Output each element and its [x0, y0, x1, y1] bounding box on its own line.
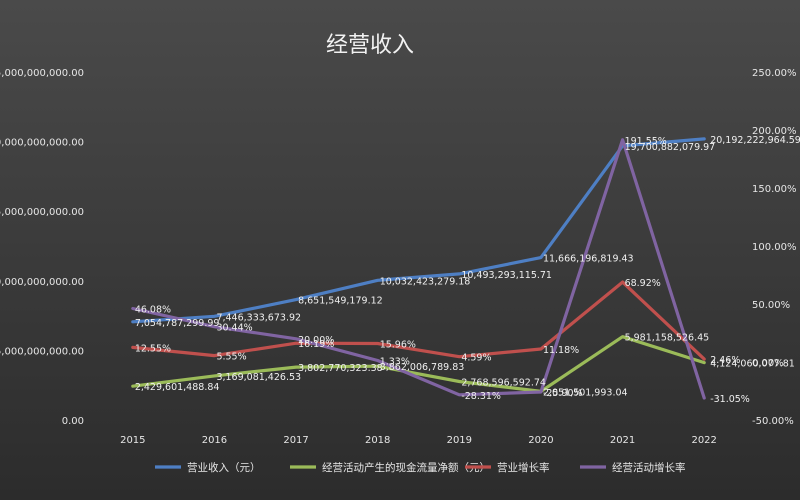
- data-label: -31.05%: [710, 394, 750, 405]
- data-label: 191.55%: [625, 136, 667, 147]
- y-right-tick-label: 250.00%: [752, 68, 797, 79]
- y-left-tick-label: 10,000,000,000.00: [0, 277, 84, 288]
- data-label: 15.96%: [380, 339, 416, 350]
- data-label: 5,981,158,526.45: [625, 333, 710, 344]
- x-tick-label: 2016: [202, 435, 227, 446]
- series-line-4: [131, 138, 706, 400]
- series-line-1: [131, 137, 706, 324]
- y-right-tick-label: 150.00%: [752, 184, 797, 195]
- legend-label: 经营活动增长率: [612, 461, 686, 474]
- data-label: 7,446,333,673.92: [216, 312, 301, 323]
- legend[interactable]: 营业收入（元） 经营活动产生的现金流量净额（元） 营业增长率 经营活动增长率: [155, 461, 686, 474]
- data-label: 46.08%: [135, 305, 171, 316]
- data-label: 2,429,601,488.84: [135, 382, 220, 393]
- series-line-3: [131, 280, 706, 361]
- x-tick-label: 2017: [283, 435, 308, 446]
- legend-item[interactable]: 营业增长率: [465, 461, 550, 474]
- data-label: 10,493,293,115.71: [461, 270, 552, 281]
- data-label: 11,666,196,819.43: [543, 254, 634, 265]
- data-label: 1.33%: [380, 356, 410, 367]
- data-label: 20.00%: [298, 335, 334, 346]
- y-left-tick-label: 25,000,000,000.00: [0, 68, 84, 79]
- axes-group: 0.00 5,000,000,000.00 10,000,000,000.00 15,…: [0, 68, 797, 446]
- data-label: 68.92%: [625, 278, 661, 289]
- legend-item[interactable]: 经营活动产生的现金流量净额（元）: [290, 461, 490, 474]
- data-label: 12.55%: [135, 343, 171, 354]
- x-tick-label: 2021: [610, 435, 635, 446]
- data-label: 4.59%: [461, 353, 491, 364]
- data-label: 11.18%: [543, 345, 579, 356]
- x-tick-label: 2020: [528, 435, 553, 446]
- legend-label: 经营活动产生的现金流量净额（元）: [322, 461, 490, 474]
- chart-title: 经营收入: [326, 33, 414, 58]
- data-label: 30.44%: [216, 323, 252, 334]
- data-label: 5.55%: [216, 352, 246, 363]
- data-label: 3,862,006,789.83: [380, 362, 465, 373]
- y-left-tick-label: 15,000,000,000.00: [0, 207, 84, 218]
- y-right-tick-label: -50.00%: [752, 416, 794, 427]
- data-label: 2,768,596,592.74: [461, 377, 546, 388]
- y-left-tick-label: 20,000,000,000.00: [0, 138, 84, 149]
- data-label: 16.19%: [298, 339, 334, 350]
- series-line-2: [131, 335, 706, 393]
- data-label: 10,032,423,279.18: [380, 276, 471, 287]
- data-label: 3,802,770,323.38: [298, 363, 383, 374]
- y-right-tick-label: 50.00%: [752, 300, 790, 311]
- data-label: 2.46%: [710, 355, 740, 366]
- x-tick-label: 2022: [691, 435, 716, 446]
- data-label: 4,124,060,077.81: [710, 359, 795, 370]
- x-tick-label: 2019: [447, 435, 472, 446]
- y-right-tick-label: 200.00%: [752, 126, 797, 137]
- series-lines: [131, 137, 706, 400]
- data-label: -25.90%: [543, 388, 583, 399]
- x-tick-label: 2018: [365, 435, 390, 446]
- data-label: 19,700,882,079.97: [625, 142, 716, 153]
- data-labels: 7,054,787,299.997,446,333,673.92 8,651,54…: [135, 135, 800, 405]
- y-left-tick-label: 5,000,000,000.00: [0, 346, 84, 357]
- data-label: 20,192,222,964.59: [710, 135, 800, 146]
- data-label: 8,651,549,179.12: [298, 296, 383, 307]
- y-left-tick-label: 0.00: [62, 416, 84, 427]
- legend-label: 营业收入（元）: [187, 461, 261, 474]
- legend-item[interactable]: 营业收入（元）: [155, 461, 261, 474]
- data-label: 7,054,787,299.99: [135, 318, 220, 329]
- x-tick-label: 2015: [120, 435, 145, 446]
- legend-item[interactable]: 经营活动增长率: [580, 461, 686, 474]
- y-right-tick-label: 0.00%: [752, 358, 784, 369]
- data-label: 2,051,501,993.04: [543, 387, 628, 398]
- y-right-tick-label: 100.00%: [752, 242, 797, 253]
- data-label: 3,169,081,426.53: [216, 372, 301, 383]
- data-label: -28.31%: [461, 391, 501, 402]
- legend-label: 营业增长率: [497, 461, 550, 474]
